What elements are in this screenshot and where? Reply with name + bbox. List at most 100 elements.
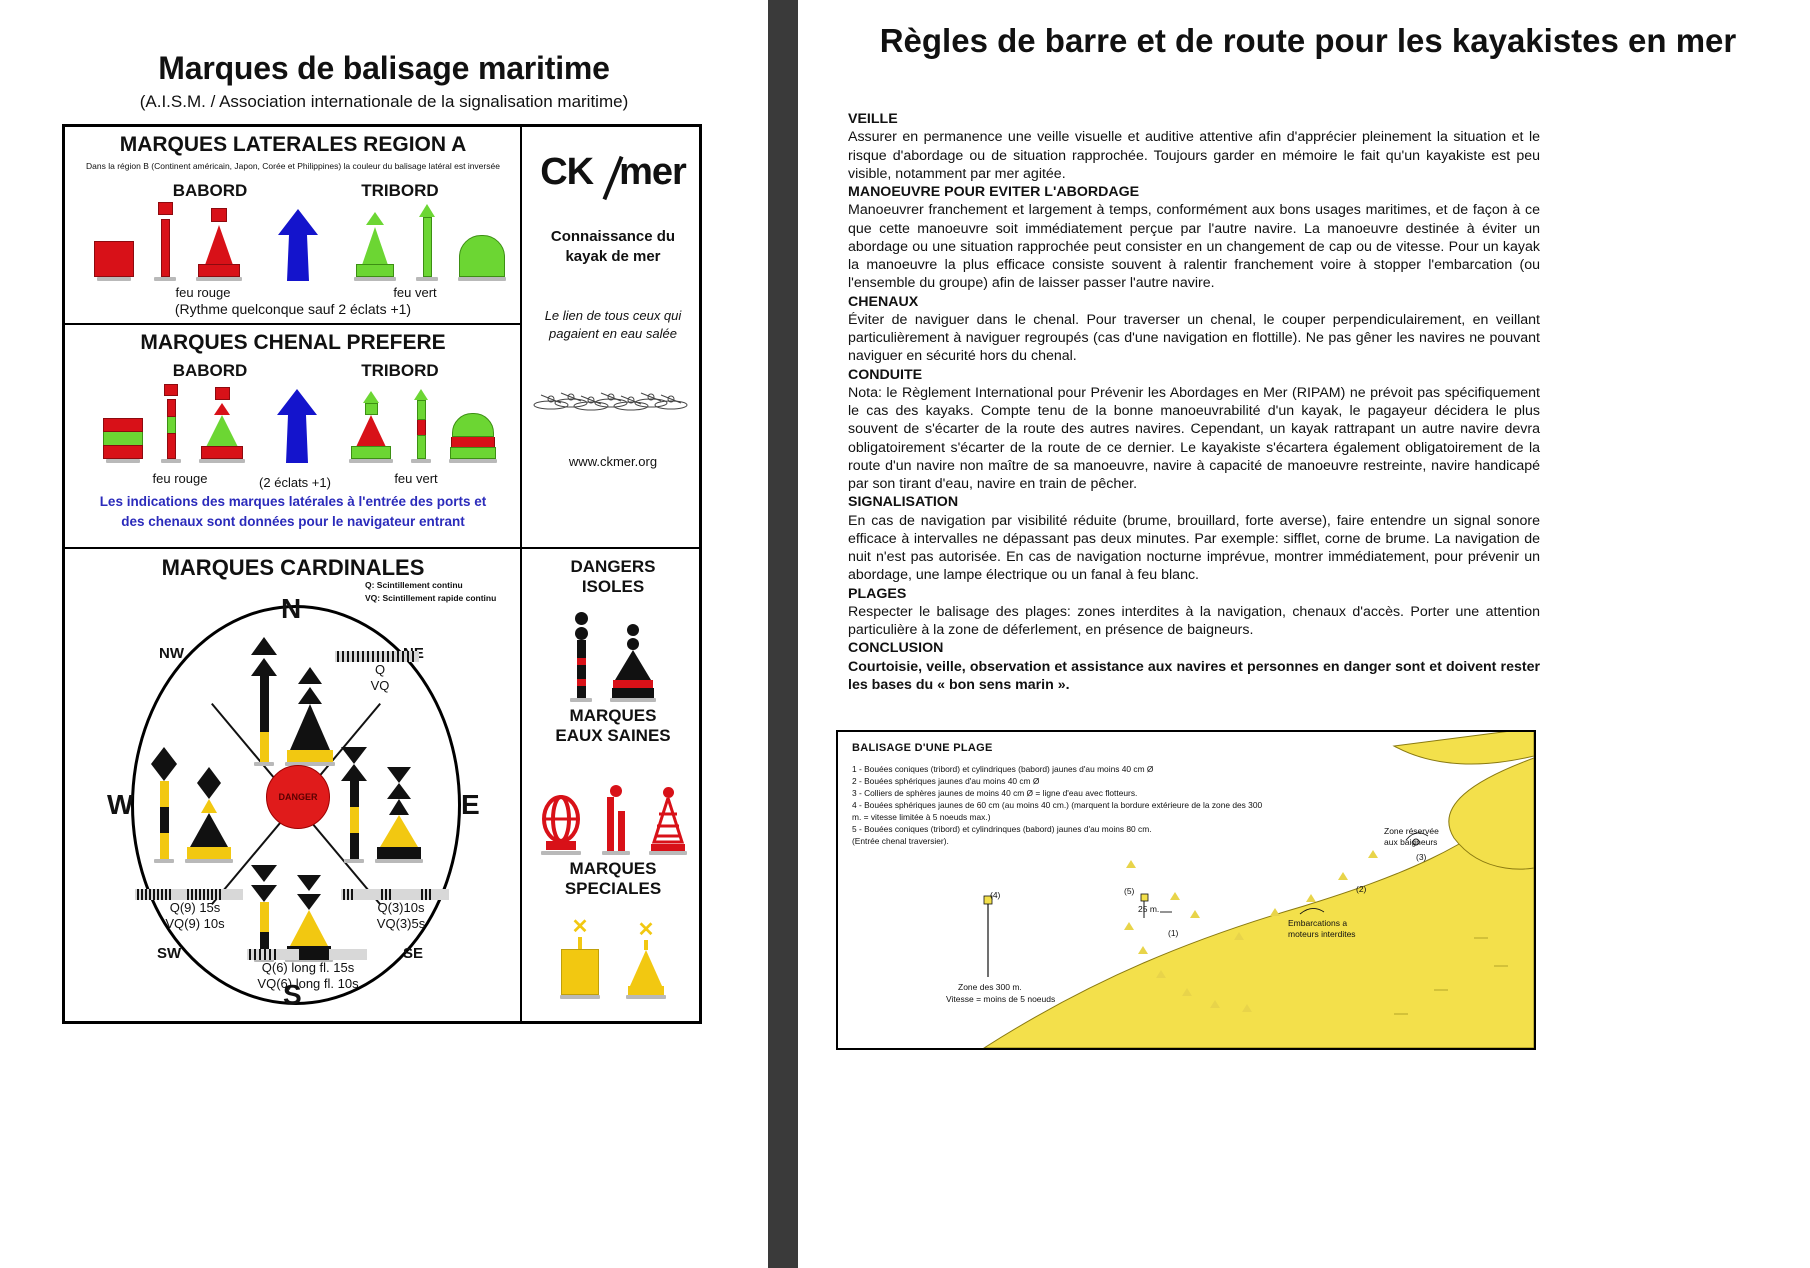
blue-arrow-icon bbox=[278, 209, 318, 281]
cardinal-rhythm-west: Q(9) 15s VQ(9) 10s bbox=[135, 889, 255, 931]
eaux-saines-label: MARQUES EAUX SAINES bbox=[555, 705, 671, 746]
beach-legend-4: 4 - Bouées sphériques jaunes de 60 cm (a… bbox=[852, 799, 1263, 822]
cardinal-north-vq: VQ bbox=[370, 677, 390, 693]
buoy-chenal-port-tower bbox=[199, 387, 245, 463]
special-cone: ✕ bbox=[626, 920, 666, 1000]
body-conduite: Nota: le Règlement International pour Pr… bbox=[848, 384, 1540, 492]
heading-signalisation: SIGNALISATION bbox=[848, 494, 959, 511]
east-spar bbox=[341, 747, 367, 863]
compass-label-n: N bbox=[281, 593, 302, 624]
beach-label-zone300: Zone des 300 m. bbox=[958, 982, 1022, 992]
section-conclusion: CONCLUSION Courtoisie, veille, observati… bbox=[848, 639, 1540, 694]
buoy-chenal-stbd-tower bbox=[349, 391, 393, 463]
chenal-feu-rouge: feu rouge bbox=[152, 471, 208, 486]
safe-water-tower bbox=[648, 786, 688, 855]
ckmer-logo-mer: mer bbox=[619, 151, 687, 193]
beach-buoy-f bbox=[1242, 1004, 1252, 1012]
lateral-babord-label: BABORD bbox=[172, 181, 248, 200]
beach-buoy-l bbox=[1338, 872, 1348, 880]
beach-label-25m: 25 m. bbox=[1138, 904, 1160, 914]
compass-label-e: E bbox=[461, 789, 480, 820]
chenal-babord-label: BABORD bbox=[172, 361, 248, 380]
beach-label-1: (1) bbox=[1168, 928, 1179, 938]
cardinal-east-marks bbox=[341, 747, 423, 863]
section-veille: VEILLE Assurer en permanence une veille … bbox=[848, 110, 1540, 183]
beach-label-moteurs: Embarcations a moteurs interdites bbox=[1288, 918, 1356, 940]
beach-buoy-d bbox=[1182, 988, 1192, 996]
section-manoeuvre: MANOEUVRE POUR EVITER L'ABORDAGE Manoeuv… bbox=[848, 183, 1540, 293]
west-tower bbox=[185, 767, 233, 863]
chenal-blue-note-line2: des chenaux sont données pour le navigat… bbox=[121, 514, 465, 529]
heading-manoeuvre: MANOEUVRE POUR EVITER L'ABORDAGE bbox=[848, 184, 1140, 200]
special-can: ✕ bbox=[560, 917, 600, 1000]
buoy-lateral-stbd-spar bbox=[416, 204, 438, 281]
cardinal-south-marks bbox=[251, 865, 333, 962]
page-title: Marques de balisage maritime bbox=[158, 50, 610, 86]
cardinal-west-marks bbox=[151, 747, 233, 863]
beach-legend-5: 5 - Bouées coniques (tribord) et cylindr… bbox=[852, 823, 1152, 834]
heading-chenaux: CHENAUX bbox=[848, 293, 919, 310]
marques-speciales-label: MARQUES SPECIALES bbox=[564, 858, 662, 898]
ckmer-panel: CK mer Connaissance du kayak de mer Le li… bbox=[523, 129, 703, 547]
body-manoeuvre: Manoeuvrer franchement et largement à te… bbox=[848, 202, 1540, 292]
buoy-chenal-port-spar bbox=[161, 384, 181, 463]
chenal-feu-vert: feu vert bbox=[394, 471, 438, 486]
heading-veille: VEILLE bbox=[848, 111, 898, 127]
compass-circle bbox=[131, 605, 461, 1005]
beach-label-4: (4) bbox=[990, 890, 1001, 900]
ckmer-italic-motto: Le lien de tous ceux qui pagaient en eau… bbox=[544, 308, 682, 342]
column-divider-bottom bbox=[520, 549, 522, 1024]
chenal-tribord-label: TRIBORD bbox=[361, 361, 439, 380]
cardinal-north-q: Q bbox=[374, 662, 386, 677]
body-conclusion: Courtoisie, veille, observation et assis… bbox=[848, 658, 1540, 693]
west-spar bbox=[151, 747, 177, 863]
beach-label-baigneurs: Zone réservée aux baigneurs bbox=[1384, 826, 1439, 848]
lateral-heading: MARQUES LATERALES REGION A bbox=[119, 133, 467, 156]
cardinal-south-q: Q(6) long fl. 15s bbox=[261, 960, 355, 975]
beach-diagram-title: BALISAGE D'UNE PLAGE bbox=[852, 742, 993, 754]
red-sphere-icon bbox=[542, 794, 580, 850]
cardinal-legend: Q: Scintillement continu VQ: Scintilleme… bbox=[365, 579, 525, 605]
direction-arrow-chenal bbox=[275, 389, 319, 463]
buoyage-chart: MARQUES LATERALES REGION A Dans la régio… bbox=[62, 124, 702, 1024]
section-signalisation: SIGNALISATION En cas de navigation par v… bbox=[848, 493, 1540, 584]
sand-shape bbox=[983, 732, 1534, 1048]
special-marks-column: DANGERS ISOLES bbox=[523, 551, 703, 1023]
beach-buoy-h bbox=[1190, 910, 1200, 918]
compass-label-se: SE bbox=[403, 945, 424, 962]
safe-water-spar bbox=[602, 784, 630, 855]
chenal-blue-note-line1: Les indications des marques latérales à … bbox=[99, 494, 487, 509]
buoy-lateral-stbd-tower bbox=[354, 212, 396, 281]
beach-legend-2: 2 - Bouées sphériques jaunes d'au moins … bbox=[852, 775, 1040, 786]
beach-legend-6: (Entrée chenal traversier). bbox=[852, 835, 949, 846]
special-marks: ✕ ✕ bbox=[523, 909, 703, 1000]
beach-buoy-n bbox=[1126, 860, 1136, 868]
isolated-danger-tower bbox=[610, 623, 656, 702]
beach-buoy-c bbox=[1156, 970, 1166, 978]
section-chenaux: CHENAUX Éviter de naviguer dans le chena… bbox=[848, 293, 1540, 366]
cardinal-rhythm-east: Q(3)10s VQ(3)5s bbox=[341, 889, 461, 931]
section-conduite: CONDUITE Nota: le Règlement Internationa… bbox=[848, 366, 1540, 494]
north-tower bbox=[285, 667, 335, 766]
buoy-chenal-stbd-cone bbox=[449, 413, 497, 463]
rhythm-bar-north bbox=[335, 651, 419, 662]
buoy-lateral-stbd-cone bbox=[458, 235, 506, 281]
rules-text-body: VEILLE Assurer en permanence une veille … bbox=[848, 110, 1540, 694]
rhythm-bar-west bbox=[135, 889, 243, 900]
beach-marking-diagram: BALISAGE D'UNE PLAGE 1 - Bouées coniques… bbox=[836, 730, 1536, 1050]
cardinal-north-marks bbox=[251, 637, 335, 766]
cardinal-east-vq: VQ(3)5s bbox=[376, 915, 426, 931]
lateral-feu-vert: feu vert bbox=[393, 285, 437, 300]
compass-label-nw: NW bbox=[159, 645, 184, 662]
divider-lateral-chenal bbox=[65, 323, 520, 325]
beach-label-2: (2) bbox=[1356, 884, 1367, 894]
lateral-feu-rouge: feu rouge bbox=[175, 285, 231, 300]
buoy-chenal-stbd-spar bbox=[411, 389, 431, 463]
ckmer-logo: CK mer bbox=[523, 151, 703, 194]
cardinal-west-vq: VQ(9) 10s bbox=[165, 915, 225, 931]
cardinal-east-q: Q(3)10s bbox=[377, 900, 425, 915]
right-page-title: Règles de barre et de route pour les kay… bbox=[879, 22, 1737, 59]
beach-legend-1: 1 - Bouées coniques (tribord) et cylindr… bbox=[852, 764, 1154, 774]
beach-buoy-g bbox=[1170, 892, 1180, 900]
isolated-danger-spar bbox=[570, 611, 592, 702]
